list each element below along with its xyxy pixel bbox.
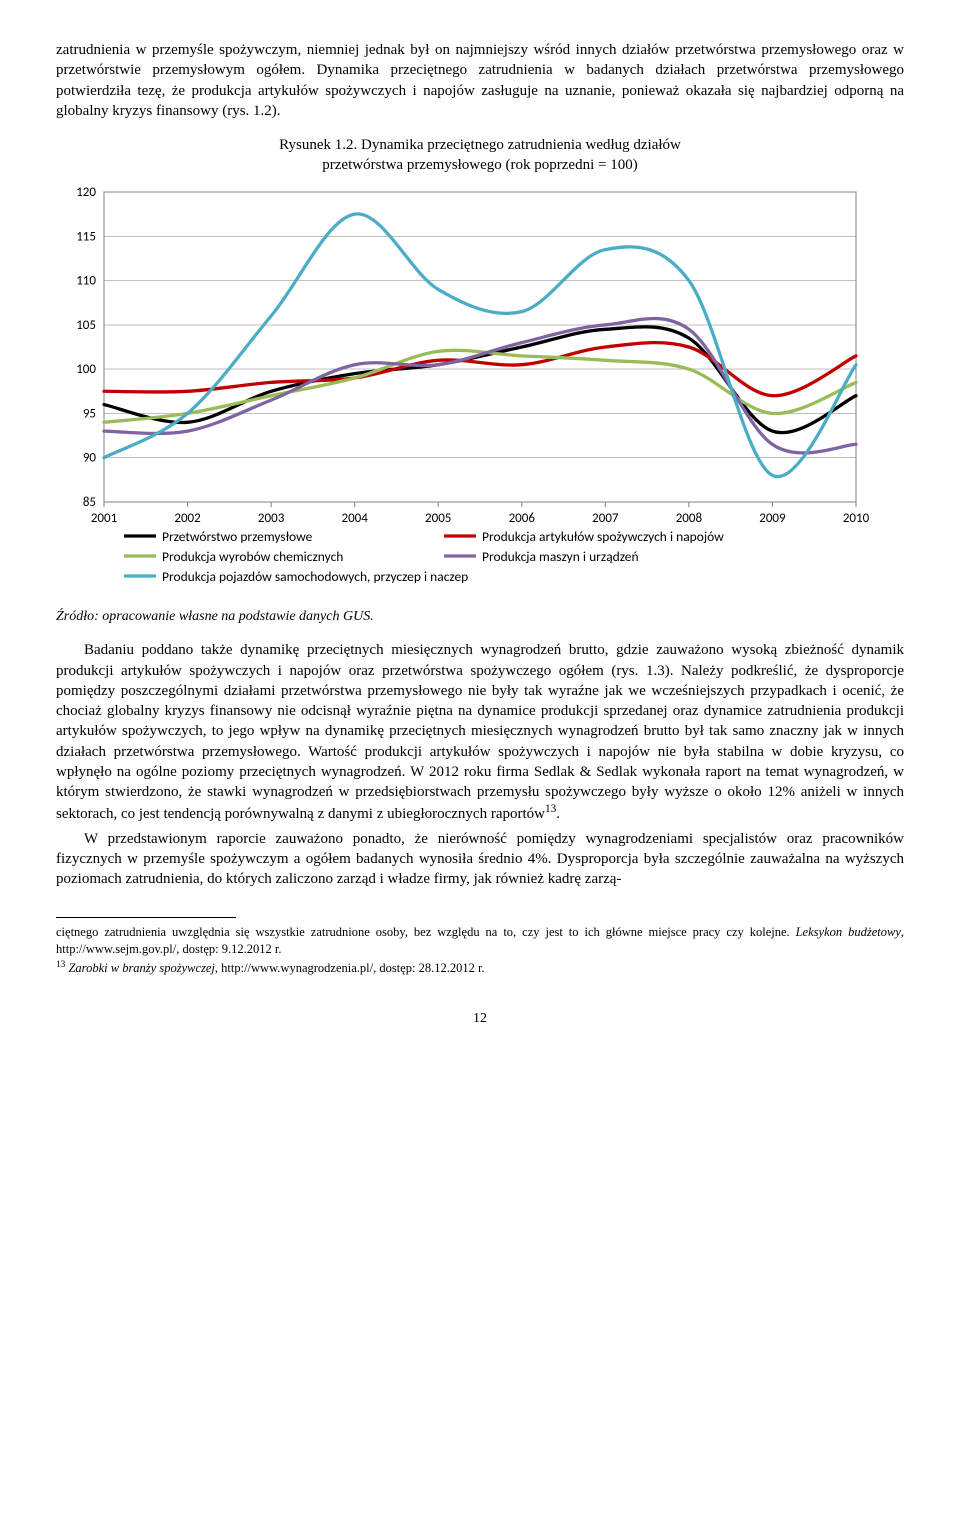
svg-text:2005: 2005 xyxy=(425,511,451,526)
svg-text:2004: 2004 xyxy=(341,511,368,526)
footnote-cont-ital: Leksykon budżetowy xyxy=(796,925,901,939)
paragraph-intro: zatrudnienia w przemyśle spożywczym, nie… xyxy=(56,40,904,121)
chart-svg: 85 90 95 100 105 110 115 120 2001 2002 2003 2004 200… xyxy=(56,182,876,602)
figure-caption-line1: Rysunek 1.2. Dynamika przeciętnego zatru… xyxy=(279,137,681,153)
svg-text:2009: 2009 xyxy=(759,511,786,526)
paragraph-raport: W przedstawionym raporcie zauważono pona… xyxy=(56,829,904,890)
figure-caption-line2: przetwórstwa przemysłowego (rok poprzedn… xyxy=(322,157,637,173)
page-number: 12 xyxy=(56,1010,904,1029)
svg-text:105: 105 xyxy=(76,317,96,332)
svg-text:Produkcja pojazdów samochodowy: Produkcja pojazdów samochodowych, przycz… xyxy=(162,568,468,585)
svg-text:100: 100 xyxy=(76,362,96,377)
svg-text:Produkcja wyrobów chemicznych: Produkcja wyrobów chemicznych xyxy=(162,548,343,565)
svg-text:Produkcja artykułów spożywczyc: Produkcja artykułów spożywczych i napojó… xyxy=(482,528,724,545)
footnote-13: 13 Zarobki w branży spożywczej, http://w… xyxy=(56,959,904,976)
footnote-13-tail: , http://www.wynagrodzenia.pl/, dostęp: … xyxy=(215,961,485,975)
footnote-ref-13: 13 xyxy=(545,803,556,815)
svg-text:2001: 2001 xyxy=(91,511,117,526)
svg-text:2008: 2008 xyxy=(676,511,703,526)
paragraph-analysis: Badaniu poddano także dynamikę przeciętn… xyxy=(56,640,904,824)
svg-text:2003: 2003 xyxy=(258,511,285,526)
line-chart: 85 90 95 100 105 110 115 120 2001 2002 2003 2004 200… xyxy=(56,182,904,602)
footnote-cont-text: ciętnego zatrudnienia uwzględnia się wsz… xyxy=(56,925,796,939)
svg-text:2006: 2006 xyxy=(509,511,536,526)
paragraph-analysis-text: Badaniu poddano także dynamikę przeciętn… xyxy=(56,642,904,822)
svg-text:2010: 2010 xyxy=(843,511,870,526)
chart-source: Źródło: opracowanie własne na podstawie … xyxy=(56,608,904,627)
svg-text:2002: 2002 xyxy=(174,511,201,526)
footnote-13-num: 13 xyxy=(56,960,65,970)
svg-text:115: 115 xyxy=(76,229,96,244)
svg-text:90: 90 xyxy=(83,450,97,465)
svg-text:Przetwórstwo przemysłowe: Przetwórstwo przemysłowe xyxy=(162,528,313,545)
svg-text:2007: 2007 xyxy=(592,511,619,526)
footnotes: ciętnego zatrudnienia uwzględnia się wsz… xyxy=(56,924,904,976)
svg-text:110: 110 xyxy=(76,273,96,288)
footnote-rule xyxy=(56,917,236,918)
svg-text:85: 85 xyxy=(83,495,96,510)
footnote-continuation: ciętnego zatrudnienia uwzględnia się wsz… xyxy=(56,924,904,957)
figure-caption: Rysunek 1.2. Dynamika przeciętnego zatru… xyxy=(56,135,904,176)
svg-text:95: 95 xyxy=(83,406,96,421)
paragraph-analysis-tail: . xyxy=(556,806,560,822)
footnote-13-ital: Zarobki w branży spożywczej xyxy=(68,961,214,975)
svg-text:120: 120 xyxy=(76,185,96,200)
svg-text:Produkcja maszyn i urządzeń: Produkcja maszyn i urządzeń xyxy=(482,548,639,565)
